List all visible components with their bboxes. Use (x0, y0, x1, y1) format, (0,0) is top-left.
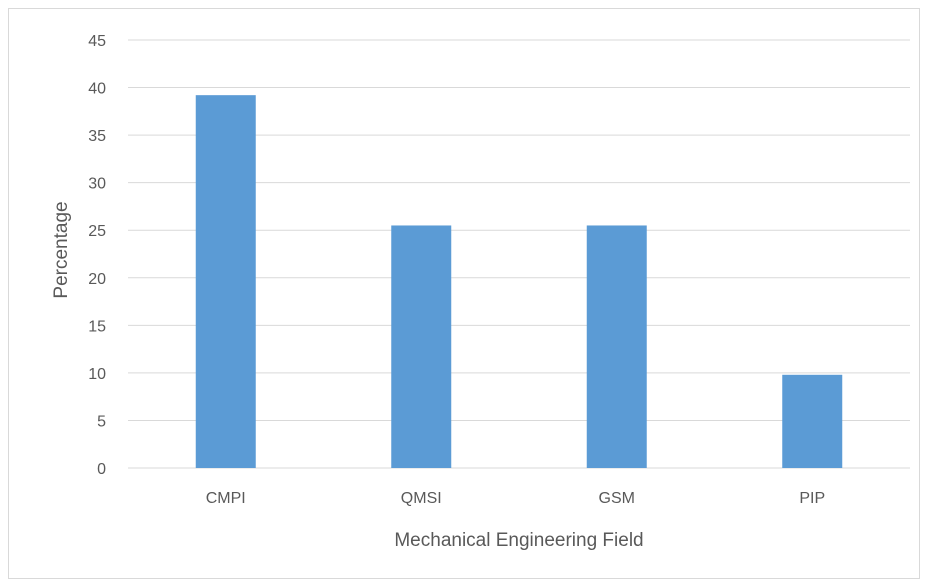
bar-qmsi (391, 225, 452, 468)
x-axis-ticks: CMPI QMSI GSM PIP (206, 490, 825, 507)
y-tick-label: 5 (97, 413, 106, 430)
y-axis-ticks: 0 5 10 15 20 25 30 35 40 45 (88, 33, 106, 478)
y-tick-label: 0 (97, 461, 106, 478)
y-tick-label: 40 (88, 81, 106, 98)
x-tick-label: QMSI (401, 490, 442, 507)
y-tick-label: 45 (88, 33, 106, 50)
y-tick-label: 30 (88, 176, 106, 193)
bar-gsm (586, 225, 647, 468)
x-axis-title: Mechanical Engineering Field (394, 530, 643, 551)
gridlines (128, 39, 910, 469)
y-tick-label: 15 (88, 318, 106, 335)
bar-pip (782, 374, 843, 468)
x-tick-label: GSM (599, 490, 635, 507)
y-tick-label: 20 (88, 271, 106, 288)
x-tick-label: CMPI (206, 490, 246, 507)
y-tick-label: 35 (88, 128, 106, 145)
y-tick-label: 10 (88, 366, 106, 383)
x-tick-label: PIP (799, 490, 825, 507)
bar-cmpi (195, 95, 256, 469)
y-tick-label: 25 (88, 223, 106, 240)
chart-frame (8, 8, 920, 579)
bars (195, 95, 843, 469)
y-axis-title: Percentage (51, 201, 72, 298)
